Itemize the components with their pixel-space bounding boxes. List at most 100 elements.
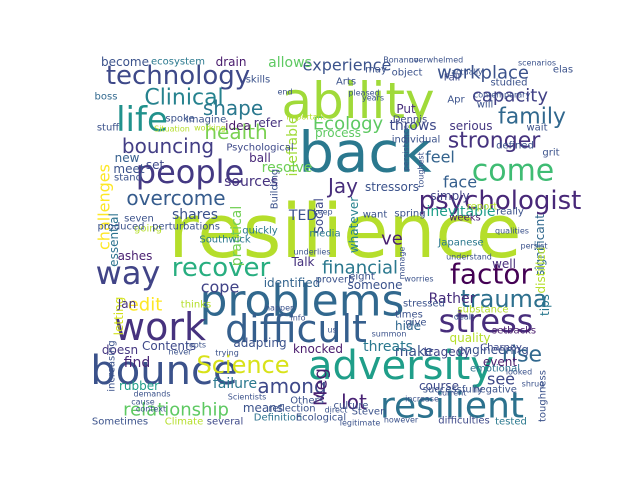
- word-difficulties: difficulties: [438, 416, 489, 427]
- word-times: times: [395, 310, 423, 321]
- word-give: give: [405, 318, 426, 329]
- word-science: Science: [196, 351, 289, 379]
- word-become: become: [101, 55, 149, 69]
- word-life: life: [116, 100, 168, 140]
- word-stressed: stressed: [403, 299, 445, 310]
- word-report: report: [467, 202, 498, 213]
- word-imagine: Imagine: [186, 115, 226, 126]
- word-shape: shape: [203, 96, 263, 120]
- word-sources: sources: [224, 174, 278, 190]
- word-resilience: resilience: [168, 189, 521, 275]
- word-ashes: ashes: [118, 249, 153, 263]
- word-people: people: [136, 153, 244, 191]
- word-shares: shares: [172, 207, 218, 223]
- word-tragedy: tragedy: [424, 345, 471, 359]
- word-trauma: trauma: [460, 285, 547, 313]
- word-happen: happen: [265, 304, 295, 313]
- word-family: family: [498, 105, 566, 130]
- word-scenarios: scenarios: [518, 59, 556, 68]
- word-way: way: [96, 254, 161, 292]
- word-studied: studied: [490, 78, 527, 89]
- word-individual: individual: [392, 135, 441, 146]
- word-contents: Contents: [142, 339, 196, 353]
- word-stand: stand: [114, 173, 142, 184]
- word-looked: looked: [506, 368, 532, 377]
- word-idea: idea: [225, 119, 251, 133]
- word-stress: stress: [439, 302, 534, 340]
- word-definition: Definition: [254, 413, 302, 424]
- word-reflection: reflection: [268, 404, 315, 415]
- word-jan: Jan: [117, 297, 137, 311]
- word-jay: Jay: [326, 174, 358, 198]
- word-us: us: [327, 326, 336, 335]
- word-roots: roots: [186, 341, 206, 350]
- word-sometimes: Sometimes: [92, 417, 148, 428]
- word-japanese: Japanese: [437, 238, 483, 249]
- word-process: process: [315, 126, 361, 140]
- word-course: course: [419, 379, 459, 393]
- word-steven: Steven: [352, 407, 387, 418]
- word-increase: increase: [405, 395, 439, 404]
- word-southwick: Southwick: [199, 235, 251, 246]
- word-working: working: [194, 124, 226, 133]
- word-technology: technology: [106, 61, 250, 91]
- word-seven: seven: [124, 214, 154, 225]
- word-rather: Rather: [429, 291, 476, 307]
- word-boss: boss: [95, 92, 118, 103]
- word-meg: Meg: [311, 368, 332, 406]
- word-psychologist: psychologist: [419, 186, 582, 216]
- word-hide: hide: [395, 319, 421, 333]
- word-negative: negative: [473, 385, 517, 396]
- word-significant: significant: [533, 214, 547, 276]
- word-someone: someone: [348, 278, 403, 292]
- word-substance: substance: [457, 305, 508, 316]
- word-stuff: stuff: [97, 123, 120, 134]
- word-persistence: persistence: [402, 125, 411, 171]
- word-ecological: Ecological: [296, 413, 346, 424]
- word-bounce: bounce: [90, 348, 237, 394]
- word-refer: refer: [254, 116, 283, 130]
- word-bonanno: Bonanno: [383, 56, 418, 65]
- word-thinks: thinks: [181, 300, 211, 311]
- word-workplace: workplace: [437, 63, 529, 84]
- word-pleased: pleased: [348, 89, 379, 98]
- word-face: face: [443, 173, 477, 192]
- word-clinical: Clinical: [144, 86, 223, 111]
- word-spoke: spoke: [165, 114, 194, 125]
- word-edit: edit: [128, 295, 163, 316]
- word-stronger: stronger: [448, 129, 542, 154]
- word-really: really: [496, 207, 524, 218]
- word-summon: summon: [372, 330, 407, 339]
- word-new: new: [115, 151, 140, 165]
- word-increasing: increasing: [107, 340, 118, 391]
- word-adapting: adapting: [233, 336, 286, 350]
- word-climate: Climate: [165, 417, 203, 428]
- word-persist: persist: [521, 242, 548, 251]
- word-quality: quality: [449, 331, 490, 345]
- word-event: event: [483, 355, 517, 369]
- word-identified: identified: [264, 276, 321, 290]
- word-problems: problems: [200, 276, 405, 327]
- word-ineffable: ineffable: [285, 116, 301, 177]
- word-current: current: [438, 389, 467, 398]
- word-important: important: [286, 113, 326, 122]
- word-defined: defined: [496, 141, 534, 152]
- word-psychological: Psychological: [226, 143, 293, 154]
- word-setbacks: setbacks: [492, 326, 536, 337]
- word-resolve: resolve: [262, 160, 313, 176]
- word-scientists: Scientists: [228, 393, 267, 402]
- word-legitimate: legitimate: [340, 419, 381, 428]
- word-eight: eight: [349, 272, 375, 283]
- word-relationship: relationship: [123, 400, 229, 421]
- word-manage: manage: [398, 247, 407, 280]
- word-throws: throws: [389, 118, 436, 134]
- word-wait: wait: [526, 123, 547, 134]
- word-engineering: engineering: [457, 343, 529, 357]
- word-others: Others: [290, 396, 324, 407]
- word-well: well: [492, 257, 516, 271]
- word-overwhelmed: overwhelmed: [409, 56, 463, 65]
- word-overcome: overcome: [126, 186, 225, 210]
- word-meet: meet: [113, 162, 144, 176]
- word-going: going: [134, 224, 162, 235]
- word-cause: cause: [131, 398, 155, 407]
